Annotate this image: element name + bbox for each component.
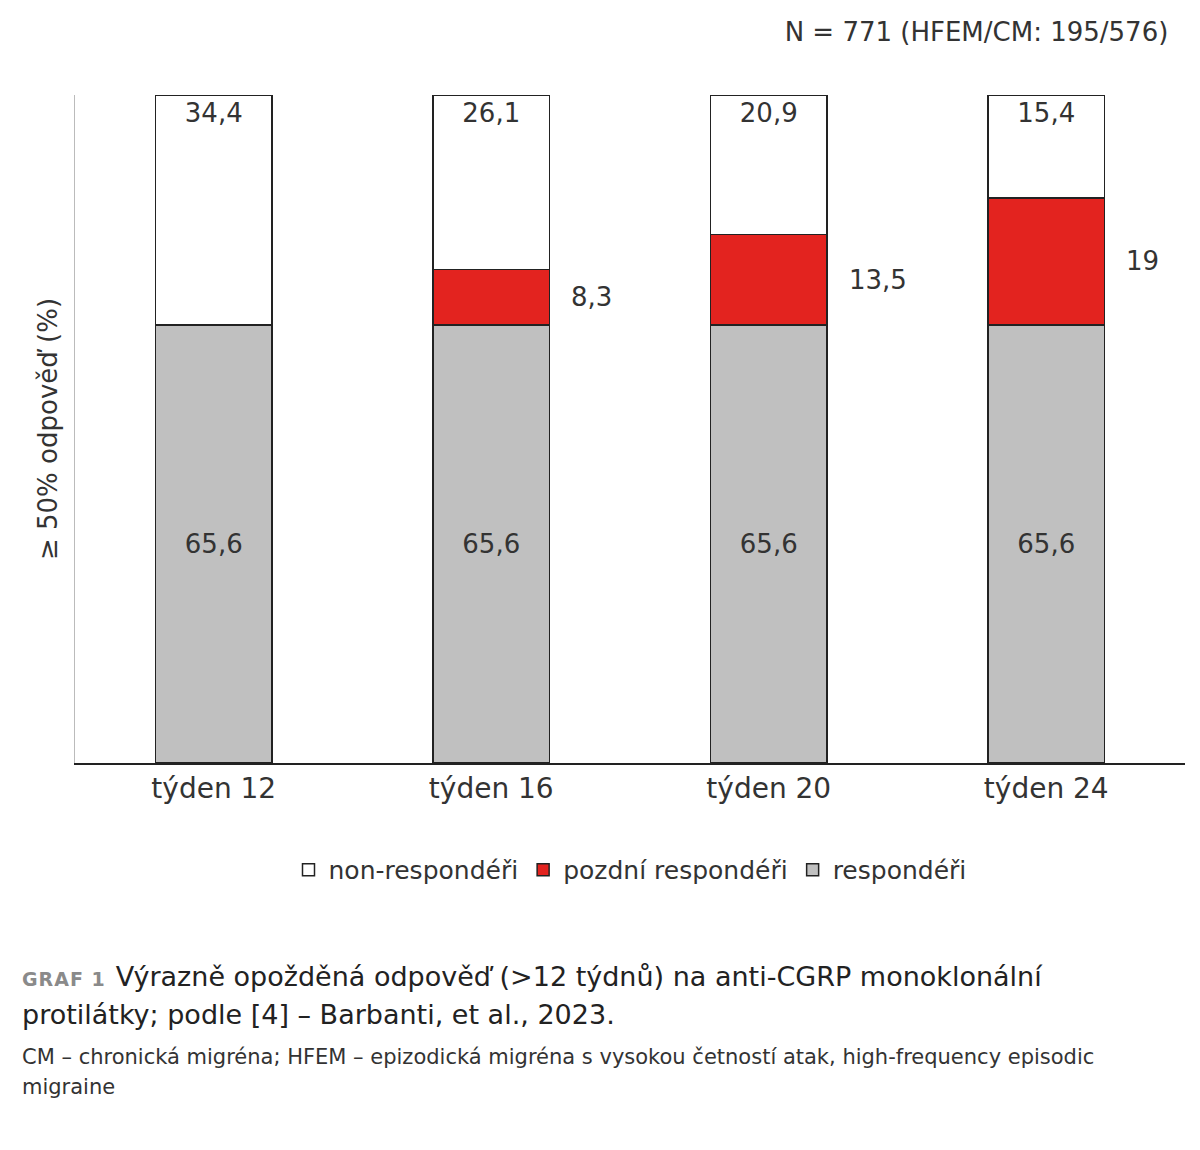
html-text:GRAF 1 Výrazně opožděná odpově: GRAF 1 Výrazně opožděná odpověď (>12 týd…: [22, 961, 1042, 1030]
svg-text:N = 771 (HFEM/CM: 195/576): N = 771 (HFEM/CM: 195/576): [785, 17, 1169, 47]
svg-text:65,6: 65,6: [1017, 529, 1075, 559]
svg-text:20,9: 20,9: [740, 98, 798, 128]
svg-text:15,4: 15,4: [1017, 98, 1075, 128]
svg-text:respondéři: respondéři: [833, 856, 967, 885]
svg-text:týden 20: týden 20: [706, 772, 831, 805]
svg-text:19: 19: [1126, 246, 1159, 276]
svg-text:65,6: 65,6: [740, 529, 798, 559]
svg-text:13,5: 13,5: [849, 265, 907, 295]
svg-text:34,4: 34,4: [185, 98, 243, 128]
svg-text:pozdní respondéři: pozdní respondéři: [563, 856, 788, 885]
svg-text:týden 16: týden 16: [429, 772, 554, 805]
svg-text:65,6: 65,6: [462, 529, 520, 559]
html-text:CM – chronická migréna; HFEM –: CM – chronická migréna; HFEM – epizodick…: [22, 1044, 1095, 1099]
svg-text:týden 12: týden 12: [151, 772, 276, 805]
svg-text:týden 24: týden 24: [984, 772, 1109, 805]
svg-text:8,3: 8,3: [571, 282, 612, 312]
svg-text:non-respondéři: non-respondéři: [329, 856, 519, 885]
svg-text:≥ 50% odpověď (%): ≥ 50% odpověď (%): [33, 298, 63, 560]
svg-text:65,6: 65,6: [185, 529, 243, 559]
svg-text:26,1: 26,1: [462, 98, 520, 128]
